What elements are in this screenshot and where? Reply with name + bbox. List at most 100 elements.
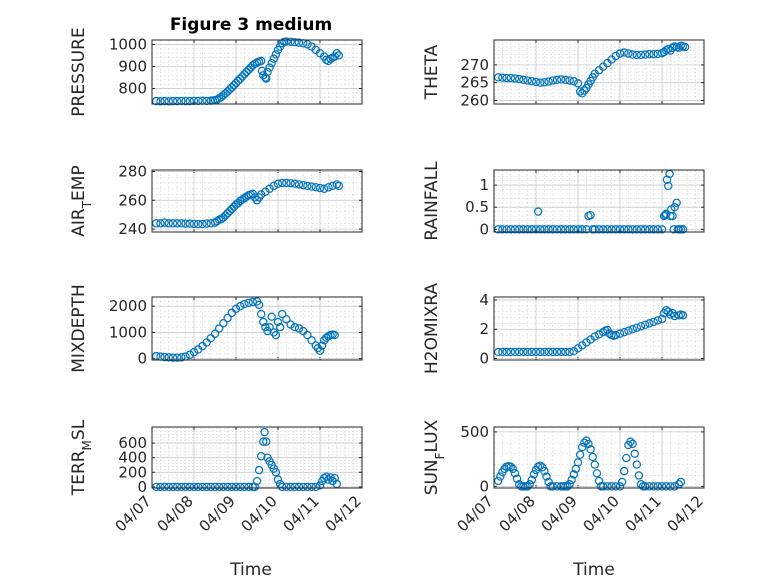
- data-point: [552, 225, 562, 234]
- data-point: [573, 458, 583, 467]
- axes-frame: [493, 426, 705, 489]
- x-tick-label: 04/07: [112, 492, 155, 535]
- data-point: [605, 329, 614, 338]
- data-point: [303, 330, 312, 340]
- data-point: [261, 73, 270, 82]
- data-point: [238, 195, 247, 204]
- data-point: [168, 219, 178, 228]
- data-point: [611, 225, 621, 234]
- data-point: [540, 78, 549, 87]
- data-point: [254, 465, 264, 475]
- data-point: [527, 475, 537, 485]
- data-point: [506, 347, 515, 357]
- subplot-air_temp: 240 260 280 AIRTEMP: [69, 162, 363, 238]
- data-point: [508, 464, 518, 474]
- data-point: [311, 341, 320, 350]
- data-point: [529, 470, 539, 479]
- data-point: [680, 42, 690, 52]
- data-point: [634, 471, 644, 480]
- data-point: [580, 86, 589, 95]
- y-tick-label: 1000: [109, 35, 147, 53]
- data-point: [278, 309, 287, 319]
- x-tick-label: 04/11: [622, 492, 665, 535]
- data-point: [160, 218, 169, 227]
- data-point: [275, 322, 285, 332]
- data-point: [523, 347, 532, 357]
- data-point: [557, 347, 566, 357]
- data-point: [214, 482, 224, 492]
- data-point: [548, 482, 558, 491]
- data-point: [168, 482, 178, 492]
- data-point: [202, 482, 211, 492]
- data-point: [580, 438, 589, 447]
- data-point: [172, 353, 182, 362]
- data-point: [257, 66, 267, 76]
- data-point: [269, 181, 278, 191]
- data-point: [573, 344, 583, 353]
- data-point: [641, 320, 650, 330]
- y-tick-label: 2000: [109, 297, 147, 315]
- data-point: [573, 225, 583, 234]
- data-point: [181, 219, 190, 228]
- data-point: [666, 310, 675, 319]
- data-point: [498, 73, 507, 82]
- data-point: [164, 482, 173, 492]
- y-axis-label: H2OMIXRA: [422, 283, 442, 374]
- y-tick-label: 1000: [109, 323, 147, 341]
- data-point: [575, 450, 585, 459]
- data-point: [657, 482, 667, 491]
- data-point: [156, 482, 165, 492]
- data-point: [282, 482, 291, 492]
- data-point: [235, 74, 245, 83]
- data-point: [303, 40, 312, 49]
- data-point: [544, 77, 553, 86]
- data-point: [250, 482, 260, 492]
- data-point: [252, 476, 262, 486]
- data-point: [590, 332, 600, 341]
- data-point: [193, 219, 203, 229]
- data-point: [267, 58, 276, 68]
- data-point: [227, 204, 236, 214]
- data-point: [552, 75, 562, 85]
- x-axis-label-right: Time: [572, 560, 615, 580]
- data-point: [185, 219, 194, 228]
- y-axis-label: AIRTEMP: [69, 165, 94, 236]
- data-point: [494, 347, 503, 357]
- data-point: [290, 482, 299, 492]
- data-point: [235, 196, 245, 206]
- data-point: [636, 50, 646, 60]
- data-point: [202, 338, 211, 347]
- data-point: [590, 460, 600, 469]
- data-point: [670, 202, 679, 212]
- data-point: [584, 439, 593, 449]
- data-point: [177, 96, 186, 106]
- data-point: [225, 206, 234, 216]
- data-point: [552, 347, 562, 357]
- data-point: [536, 347, 545, 357]
- x-tick-label: 04/07: [454, 492, 497, 535]
- data-point: [615, 482, 625, 491]
- data-point: [273, 475, 283, 484]
- data-point: [189, 347, 199, 357]
- data-point: [257, 190, 266, 199]
- data-point: [259, 317, 268, 327]
- data-point: [563, 482, 572, 491]
- data-point: [313, 343, 323, 353]
- data-point: [257, 452, 266, 461]
- data-point: [668, 211, 677, 221]
- data-point: [244, 65, 253, 74]
- data-point: [659, 211, 669, 221]
- data-point: [645, 482, 654, 491]
- data-point: [265, 322, 274, 332]
- data-point: [227, 482, 236, 492]
- data-point: [257, 56, 266, 66]
- data-point: [641, 225, 650, 234]
- data-point: [202, 219, 211, 228]
- data-point: [311, 482, 320, 492]
- data-point: [332, 180, 341, 189]
- data-point: [615, 49, 625, 58]
- data-point: [164, 97, 173, 106]
- data-point: [324, 475, 333, 484]
- data-point: [569, 77, 579, 86]
